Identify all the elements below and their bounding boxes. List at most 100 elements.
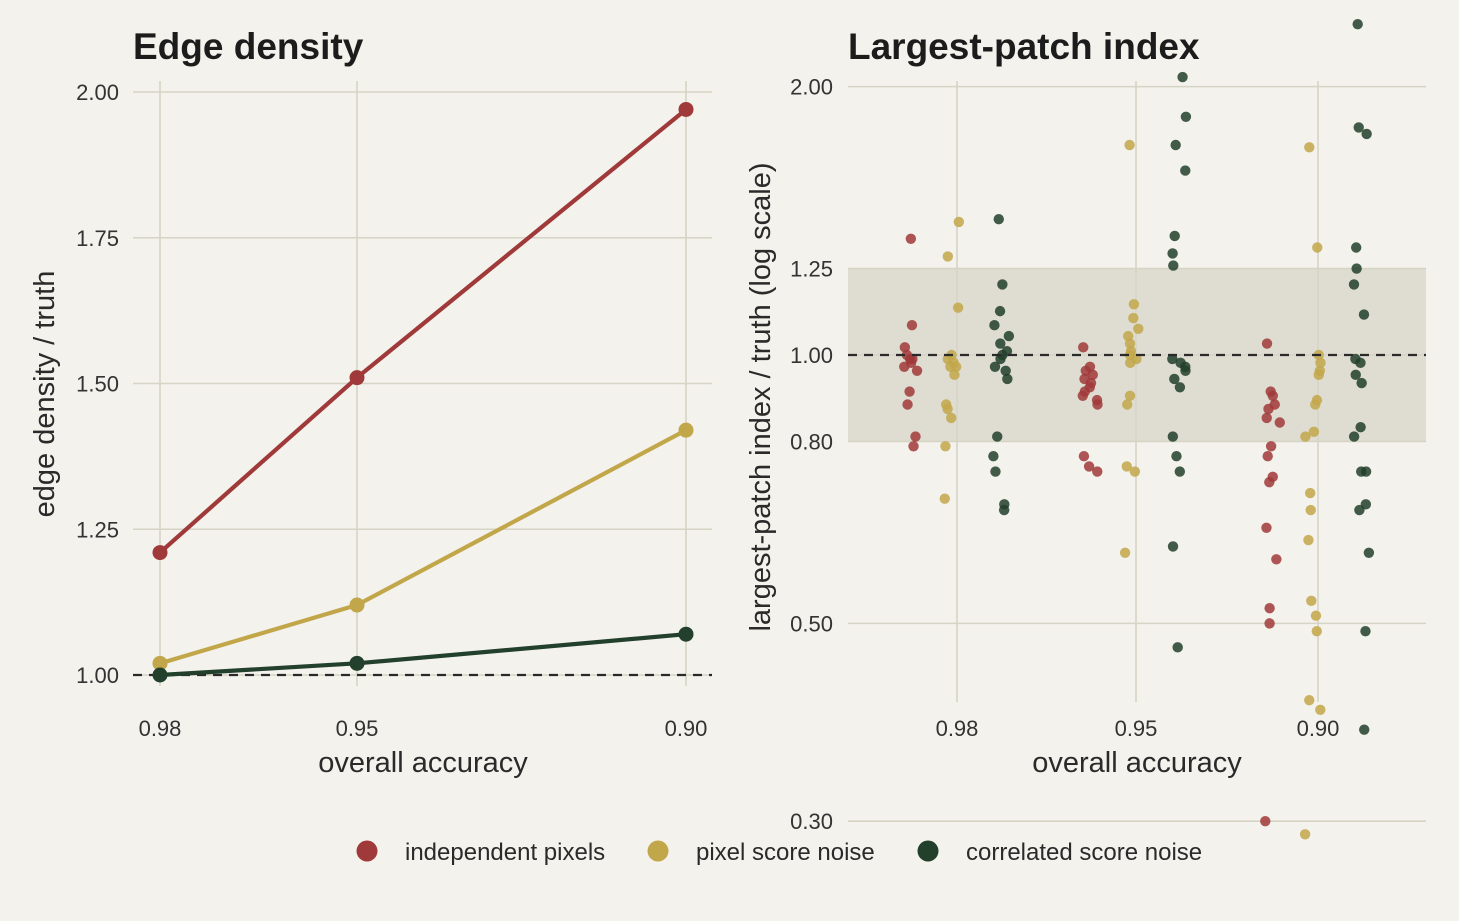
largest-patch-panel: Largest-patch index 0.30 0.50 0.80 1.00 1.25… (745, 18, 1426, 840)
series-point (678, 101, 694, 117)
x-tick-label: 0.95 (1115, 716, 1158, 741)
scatter-point (908, 441, 919, 452)
scatter-point (1304, 695, 1315, 706)
scatter-point (1124, 390, 1136, 401)
scatter-point (1264, 603, 1275, 614)
scatter-point (950, 361, 962, 372)
scatter-point (1304, 142, 1315, 153)
scatter-point (1169, 230, 1180, 242)
scatter-point (1313, 369, 1324, 381)
scatter-point (1180, 165, 1191, 176)
scatter-point (906, 320, 918, 331)
scatter-point (994, 305, 1006, 317)
scatter-point (1180, 365, 1191, 377)
scatter-point (998, 504, 1010, 516)
scatter-point (989, 361, 1001, 372)
scatter-point (1172, 642, 1183, 653)
scatter-point (1274, 417, 1285, 428)
scatter-point (995, 338, 1006, 349)
scatter-point (1300, 431, 1311, 442)
scatter-point (907, 353, 918, 365)
scatter-point (1083, 461, 1095, 472)
scatter-point (1267, 390, 1279, 401)
scatter-point (1167, 248, 1178, 259)
scatter-point (1171, 451, 1182, 462)
scatter-point (1358, 309, 1370, 320)
scatter-point (1167, 353, 1178, 365)
scatter-point (940, 441, 951, 452)
y-tick-label: 0.50 (790, 611, 833, 636)
x-tick-label: 0.98 (139, 716, 182, 741)
scatter-point (1361, 128, 1372, 140)
scatter-point (1356, 466, 1367, 477)
series-point (152, 545, 168, 561)
scatter-point (993, 214, 1004, 225)
scatter-point (904, 386, 915, 397)
x-tick-label: 0.98 (936, 716, 979, 741)
scatter-point (1261, 338, 1273, 349)
scatter-point (1168, 260, 1179, 271)
scatter-point (1351, 263, 1362, 274)
scatter-point (1260, 815, 1271, 827)
scatter-point (989, 320, 1000, 331)
scatter-point (1092, 399, 1103, 410)
scatter-point (1352, 18, 1363, 30)
scatter-point (1303, 534, 1314, 546)
scatter-point (1310, 399, 1321, 410)
scatter-point (946, 412, 957, 424)
scatter-point (1359, 724, 1370, 735)
legend: independent pixels pixel score noise corre… (356, 839, 1202, 866)
edge-density-title: Edge density (133, 26, 364, 67)
scatter-point (953, 216, 965, 228)
y-tick-label: 1.75 (76, 226, 119, 251)
scatter-point (1133, 323, 1144, 335)
scatter-point (1315, 704, 1326, 715)
legend-label: independent pixels (405, 839, 605, 866)
scatter-point (1125, 357, 1136, 369)
scatter-point (1092, 466, 1103, 477)
y-tick-label: 0.30 (790, 809, 833, 834)
scatter-point (1263, 403, 1274, 415)
scatter-point (1353, 122, 1364, 133)
y-tick-label: 1.25 (790, 257, 833, 282)
largest-patch-x-axis-label: overall accuracy (1032, 747, 1242, 779)
series-point (678, 422, 694, 438)
scatter-point (1312, 242, 1323, 253)
scatter-point (1348, 431, 1360, 442)
scatter-point (1315, 357, 1326, 369)
y-tick-label: 2.00 (790, 75, 833, 100)
scatter-point (949, 369, 960, 381)
scatter-point (1306, 595, 1317, 607)
scatter-point (1261, 412, 1272, 424)
series-point (152, 667, 168, 683)
legend-swatch (647, 840, 669, 862)
series-point (152, 655, 168, 671)
y-tick-label: 1.25 (76, 517, 119, 542)
largest-patch-title: Largest-patch index (848, 26, 1200, 67)
scatter-point (1264, 476, 1275, 488)
largest-patch-y-axis-label: largest-patch index / truth (log scale) (745, 162, 777, 631)
y-tick-label: 2.00 (76, 80, 119, 105)
scatter-point (905, 233, 917, 244)
scatter-point (1308, 426, 1320, 438)
scatter-point (1310, 610, 1322, 621)
edge-density-marks (133, 101, 712, 683)
scatter-point (1299, 829, 1311, 840)
scatter-point (1261, 522, 1272, 534)
series-line (158, 107, 688, 555)
series-point (678, 626, 694, 642)
edge-density-panel: Edge density 1.00 1.25 1.50 1.75 2.00 0.98 0.9… (29, 26, 712, 779)
scatter-point (988, 451, 999, 462)
scatter-point (939, 493, 950, 504)
scatter-point (1124, 338, 1136, 349)
scatter-point (1174, 466, 1186, 477)
scatter-point (1087, 369, 1098, 381)
largest-patch-grid (848, 81, 1426, 822)
scatter-point (995, 353, 1006, 365)
scatter-point (1169, 373, 1180, 385)
edge-density-ticks: 1.00 1.25 1.50 1.75 2.00 0.98 0.95 0.90 (76, 80, 707, 741)
legend-swatch (917, 840, 939, 862)
scatter-point (942, 403, 953, 415)
legend-label: pixel score noise (696, 839, 875, 866)
